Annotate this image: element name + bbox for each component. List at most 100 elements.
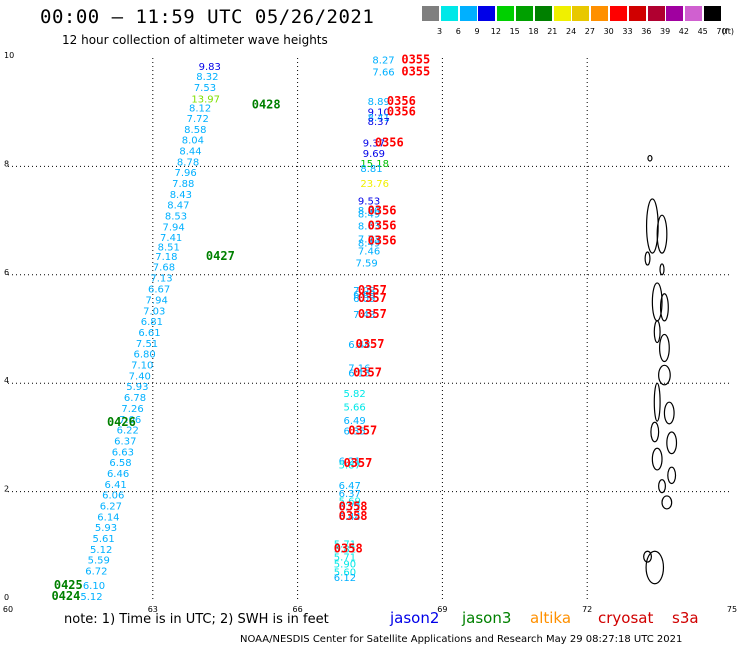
wave-height-value: 7.46 [358,247,380,258]
color-scale-swatch [497,6,515,21]
color-scale-swatch [553,6,571,21]
wave-height-value: 8.43 [170,190,192,201]
island-outline [663,401,675,425]
wave-height-value: 7.43 [353,310,375,321]
pass-time-label: 0424 [51,589,80,603]
color-scale-swatch [534,6,552,21]
wave-height-value: 8.51 [158,242,180,253]
color-scale-label: 33 [622,27,633,36]
island-outline [645,550,665,585]
pass-time-label: 0428 [252,97,281,111]
x-tick-label: 69 [437,605,447,614]
wave-height-value: 6.61 [138,328,160,339]
wave-height-value: 7.18 [155,252,177,263]
wave-height-value: 6.58 [109,458,131,469]
island-outline [659,263,665,276]
wave-height-value: 7.88 [172,179,194,190]
wave-height-value: 8.49 [358,239,380,250]
color-scale-label: 3 [436,27,443,36]
wave-height-value: 6.41 [105,480,127,491]
color-scale-swatch [516,6,533,21]
y-tick-label: 8 [4,159,9,168]
color-scale-label: 36 [641,27,652,36]
wave-height-value: 6.72 [85,567,107,578]
wave-height-value: 7.72 [187,114,209,125]
wave-height-value: 6.67 [148,285,170,296]
pass-time-label: 0357 [348,424,377,438]
wave-height-value: 5.61 [92,534,114,545]
x-tick-label: 63 [148,605,158,614]
color-scale-swatch [666,6,684,21]
wave-height-value: 9.10 [368,107,390,118]
wave-height-value: 7.06 [119,415,141,426]
island-outline [659,333,670,363]
wave-height-value: 6.22 [117,426,139,437]
color-scale-label: 18 [528,27,539,36]
wave-height-value: 7.13 [150,273,172,284]
island-outline [658,364,671,386]
color-scale-label: 12 [490,27,501,36]
wave-height-value: 7.59 [356,259,378,270]
wave-height-value: 8.37 [368,117,390,128]
wave-height-value: 6.47 [339,481,361,492]
color-scale-swatch [459,6,477,21]
wave-height-value: 6.63 [112,447,134,458]
wave-height-value: 6.78 [124,393,146,404]
wave-height-value: 8.12 [189,104,211,115]
satellite-legend-item: jason2 [390,609,440,627]
wave-height-value: 7.94 [146,296,168,307]
wave-height-value: 8.53 [165,212,187,223]
wave-height-value: 6.48 [348,340,370,351]
pass-time-label: 0357 [358,283,387,297]
wave-height-value: 5.71 [334,539,356,550]
pass-time-label: 0356 [375,135,404,149]
pass-time-label: 0357 [343,456,372,470]
wave-height-value: 5.69 [339,497,361,508]
satellite-legend-item: jason3 [462,609,512,627]
wave-height-value: 7.51 [136,339,158,350]
color-scale-label: 24 [566,27,577,36]
wave-height-value: 5.90 [334,559,356,570]
pass-time-label: 0356 [387,94,416,108]
wave-height-value: 6.46 [107,469,129,480]
island-outline [645,198,659,254]
x-tick-label: 60 [3,605,13,614]
wave-height-value: 6.09 [353,294,375,305]
island-outline [650,421,660,443]
wave-height-value: 7.53 [194,83,216,94]
pass-time-label: 0355 [401,64,430,78]
color-scale-swatch [440,6,458,21]
color-scale-label: 15 [509,27,520,36]
wave-height-value: 8.32 [196,72,218,83]
x-tick-label: 72 [582,605,592,614]
color-scale-swatch [572,6,590,21]
wave-height-value: 8.41 [368,113,390,124]
wave-height-value: 23.76 [360,179,389,190]
y-tick-label: 6 [4,268,9,277]
wave-height-value: 7.66 [372,67,394,78]
island-outline [643,550,652,563]
pass-time-label: 0357 [358,307,387,321]
island-outline [653,382,661,422]
wave-height-value: 7.26 [121,404,143,415]
island-outline [666,431,678,455]
wave-height-value: 6.44 [339,512,361,523]
pass-time-label: 0427 [206,249,235,263]
wave-height-value: 5.87 [339,460,361,471]
wave-height-value: 6.80 [133,350,155,361]
wave-height-value: 8.89 [368,97,390,108]
wave-height-value: 9.83 [199,62,221,73]
island-outline [661,495,673,510]
wave-height-value: 5.12 [90,545,112,556]
island-outline [659,293,669,322]
island-outline [658,479,666,494]
pass-time-label: 0357 [358,291,387,305]
color-scale-swatch [478,6,496,21]
pass-time-label: 0356 [387,104,416,118]
color-scale-label: 6 [455,27,461,36]
color-scale-swatch [591,6,609,21]
satellite-legend-item: cryosat [598,609,654,627]
wave-height-value: 5.60 [334,568,356,579]
